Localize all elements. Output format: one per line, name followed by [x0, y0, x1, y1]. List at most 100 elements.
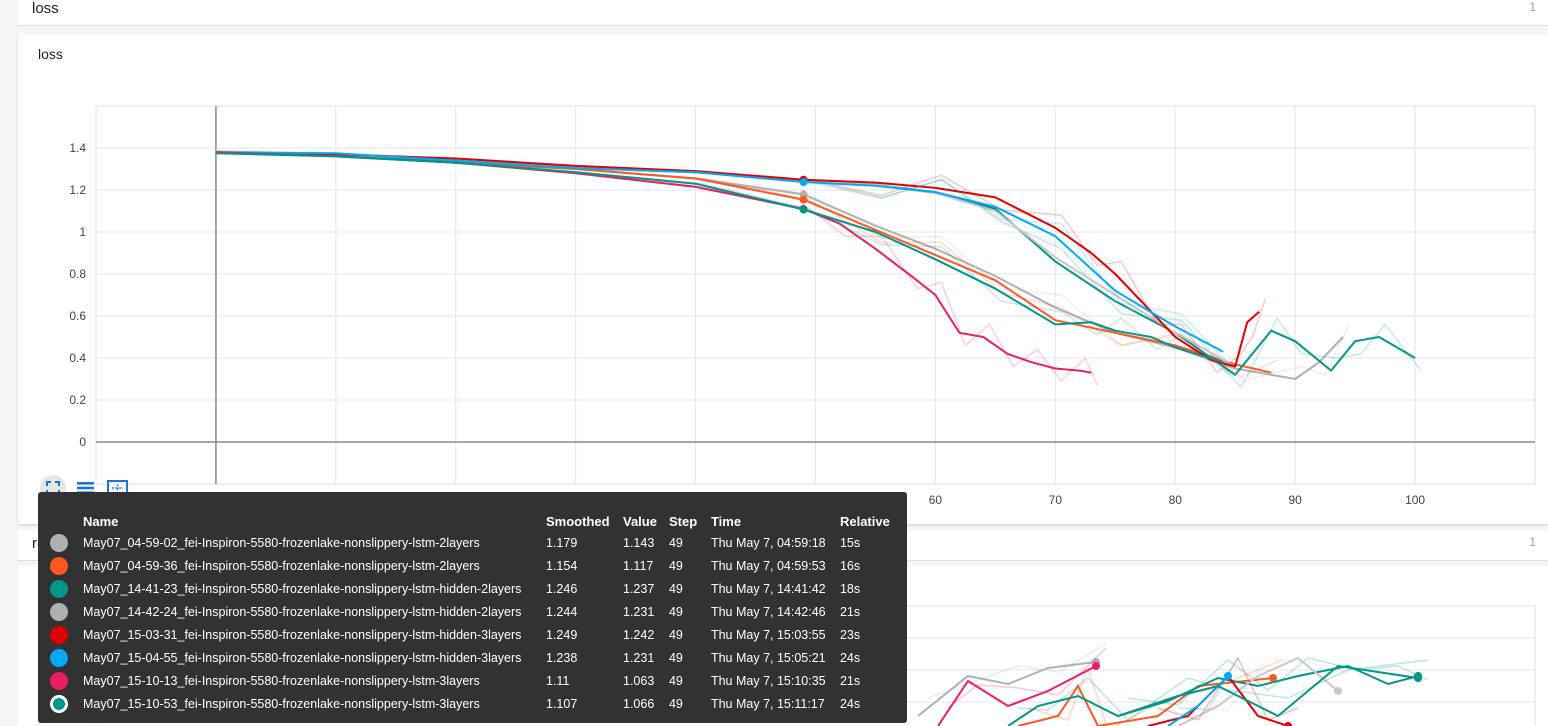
series-end-dot-8	[1414, 674, 1422, 682]
series-hover-dot-6	[799, 178, 808, 187]
cell-relative: 21s	[839, 673, 861, 688]
run-color-swatch	[50, 579, 68, 598]
run-color-swatch	[50, 533, 68, 552]
cell-step: 49	[668, 581, 683, 596]
cell-relative: 18s	[839, 581, 861, 596]
tooltip-row: May07_04-59-36_fei-Inspiron-5580-frozenl…	[50, 554, 902, 577]
cell-time: Thu May 7, 15:05:21	[710, 650, 826, 665]
series-line-8	[215, 152, 1224, 364]
tooltip-row: May07_15-03-31_fei-Inspiron-5580-frozenl…	[50, 623, 902, 646]
section-count: 1	[1529, 0, 1536, 14]
x-tick-label: 70	[1049, 493, 1063, 507]
series-hover-dot-2	[799, 195, 808, 204]
series-raw-line-8	[221, 152, 1230, 376]
run-color-swatch	[50, 648, 68, 667]
cell-smoothed: 1.238	[546, 650, 578, 665]
cell-name: May07_14-42-24_fei-Inspiron-5580-frozenl…	[83, 604, 522, 619]
header-relative: Relative	[839, 513, 890, 529]
y-tick-label: 0.2	[69, 393, 86, 407]
section-title: loss	[32, 0, 59, 17]
cell-value: 1.231	[623, 650, 655, 665]
cell-smoothed: 1.107	[546, 696, 578, 711]
y-tick-label: 0.6	[69, 309, 86, 323]
section-count: 1	[1529, 535, 1536, 549]
tooltip-row: May07_04-59-02_fei-Inspiron-5580-frozenl…	[50, 531, 902, 554]
cell-step: 49	[668, 535, 683, 550]
cell-relative: 21s	[839, 604, 861, 619]
cell-value: 1.117	[623, 558, 654, 573]
series-raw-line-2	[1027, 659, 1284, 726]
series-raw-line-3	[1127, 657, 1429, 706]
series-line-8	[1007, 664, 1419, 726]
cell-relative: 24s	[839, 650, 861, 665]
run-color-swatch	[50, 671, 68, 690]
loss-section-header[interactable]: loss 1	[18, 0, 1548, 26]
cell-smoothed: 1.244	[546, 604, 578, 619]
series-line-7	[937, 665, 1097, 726]
cell-step: 49	[668, 650, 683, 665]
tooltip-row: May07_15-04-55_fei-Inspiron-5580-frozenl…	[50, 646, 902, 669]
cell-step: 49	[668, 558, 683, 573]
cell-time: Thu May 7, 04:59:53	[710, 558, 826, 573]
cell-smoothed: 1.11	[546, 673, 570, 688]
cell-relative: 24s	[839, 696, 861, 711]
series-line-1	[917, 661, 1097, 717]
cell-step: 49	[668, 696, 683, 711]
tooltip-row: May07_15-10-53_fei-Inspiron-5580-frozenl…	[50, 692, 902, 715]
run-color-swatch	[50, 694, 68, 713]
cell-value: 1.063	[623, 673, 655, 688]
cell-time: Thu May 7, 15:03:55	[710, 627, 826, 642]
y-tick-label: 0	[79, 435, 86, 449]
series-line-5	[215, 151, 1260, 368]
cell-relative: 16s	[839, 558, 861, 573]
loss-chart-card: loss 010203040506070809010000.20.40.60.8…	[18, 34, 1548, 524]
cell-time: Thu May 7, 15:10:35	[710, 673, 826, 688]
series-line-2	[1017, 677, 1274, 726]
tooltip-header-row: Name Smoothed Value Step Time Relative	[50, 511, 902, 531]
chart-title: loss	[38, 46, 63, 62]
tooltip-row: May07_14-41-23_fei-Inspiron-5580-frozenl…	[50, 577, 902, 600]
cell-time: Thu May 7, 14:42:46	[710, 604, 826, 619]
y-tick-label: 1.2	[69, 183, 86, 197]
tooltip-row: May07_15-10-13_fei-Inspiron-5580-frozenl…	[50, 669, 902, 692]
cell-name: May07_04-59-36_fei-Inspiron-5580-frozenl…	[83, 558, 480, 573]
cell-smoothed: 1.179	[546, 535, 578, 550]
cell-step: 49	[668, 673, 683, 688]
y-tick-label: 1	[79, 225, 86, 239]
run-color-swatch	[50, 556, 68, 575]
cell-relative: 23s	[839, 627, 861, 642]
cell-time: Thu May 7, 15:11:17	[710, 696, 825, 711]
y-tick-label: 0.4	[69, 351, 86, 365]
series-line-4	[1177, 656, 1339, 726]
cell-step: 49	[668, 604, 683, 619]
series-raw-line-3	[221, 151, 1422, 389]
series-line-6	[215, 151, 1224, 353]
run-color-swatch	[50, 602, 68, 621]
y-tick-label: 0.8	[69, 267, 86, 281]
cell-name: May07_15-04-55_fei-Inspiron-5580-frozenl…	[83, 650, 522, 665]
cell-relative: 15s	[839, 535, 861, 550]
series-hover-dot-8	[799, 205, 808, 214]
cell-name: May07_15-10-53_fei-Inspiron-5580-frozenl…	[83, 696, 480, 711]
series-end-dot-2	[1269, 674, 1277, 682]
cell-smoothed: 1.154	[546, 558, 578, 573]
y-tick-label: 1.4	[69, 141, 86, 155]
header-time: Time	[710, 513, 742, 529]
x-tick-label: 80	[1169, 493, 1183, 507]
cell-name: May07_14-41-23_fei-Inspiron-5580-frozenl…	[83, 581, 522, 596]
x-tick-label: 60	[929, 493, 943, 507]
cell-value: 1.237	[623, 581, 655, 596]
cell-value: 1.143	[623, 535, 655, 550]
header-name: Name	[83, 513, 119, 529]
cell-name: May07_04-59-02_fei-Inspiron-5580-frozenl…	[83, 535, 480, 550]
series-end-dot-6	[1224, 672, 1232, 680]
series-line-3	[1117, 664, 1419, 717]
cell-smoothed: 1.249	[546, 627, 578, 642]
series-raw-line-7	[947, 647, 1107, 709]
series-end-dot-7	[1092, 662, 1100, 670]
series-end-dot-5	[1284, 722, 1292, 726]
cell-name: May07_15-03-31_fei-Inspiron-5580-frozenl…	[83, 627, 522, 642]
tooltip-table: Name Smoothed Value Step Time Relative M…	[50, 511, 902, 715]
loss-chart[interactable]: 010203040506070809010000.20.40.60.811.21…	[18, 68, 1548, 508]
x-tick-label: 100	[1405, 493, 1425, 507]
